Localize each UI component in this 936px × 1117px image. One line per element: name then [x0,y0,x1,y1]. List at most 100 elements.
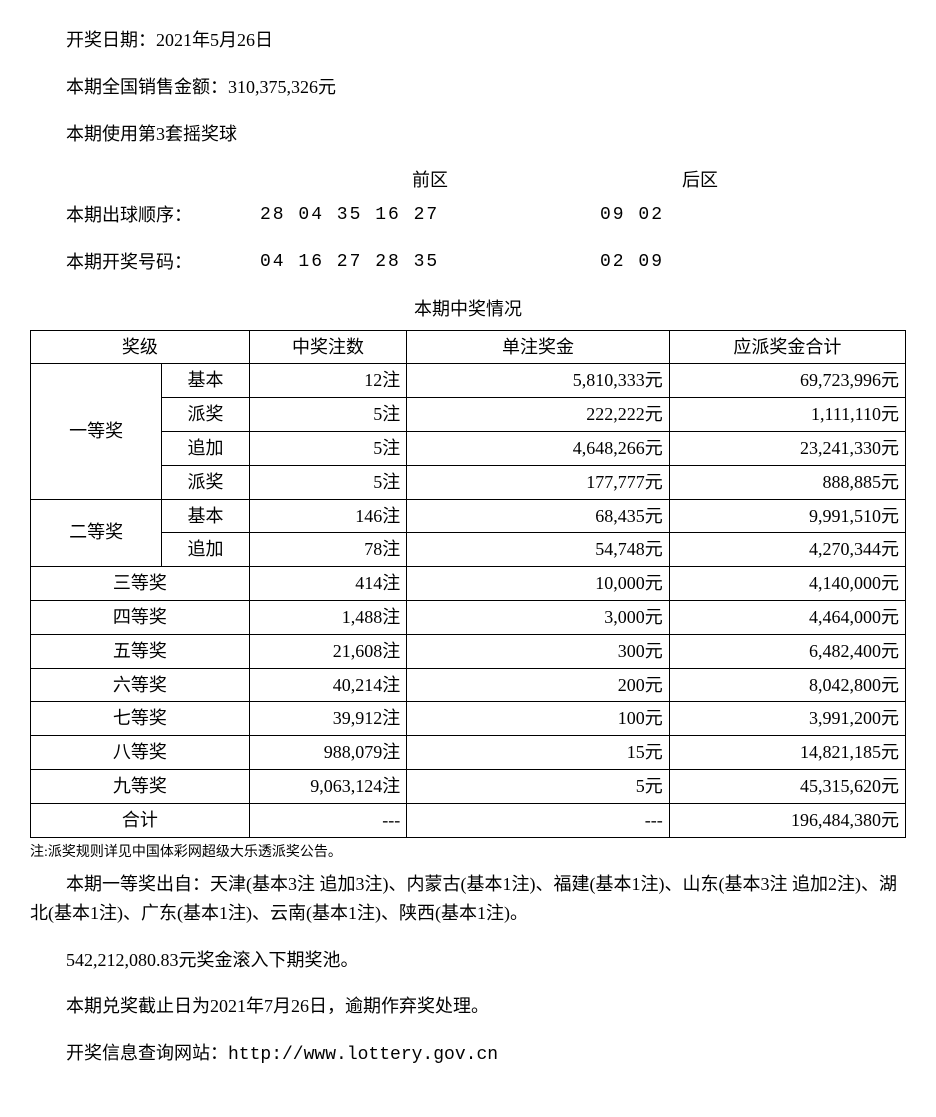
cell: 5元 [407,769,670,803]
draw-order-label: 本期出球顺序： [30,201,260,230]
table-row: 派奖 5注 222,222元 1,111,110元 [31,398,906,432]
info-site-url: http://www.lottery.gov.cn [228,1045,498,1065]
col-level: 奖级 [31,330,250,364]
winning-numbers-back: 02 09 [600,248,800,277]
cell: 54,748元 [407,533,670,567]
cell: 69,723,996元 [669,364,905,398]
cell: 300元 [407,634,670,668]
table-header-row: 奖级 中奖注数 单注奖金 应派奖金合计 [31,330,906,364]
col-per: 单注奖金 [407,330,670,364]
draw-order-front: 28 04 35 16 27 [260,201,600,230]
cell: 3,991,200元 [669,702,905,736]
cell: 39,912注 [249,702,407,736]
cell: 196,484,380元 [669,803,905,837]
table-row: 一等奖 基本 12注 5,810,333元 69,723,996元 [31,364,906,398]
cell: 3,000元 [407,600,670,634]
cell: 414注 [249,567,407,601]
cell: 15元 [407,736,670,770]
cell: 40,214注 [249,668,407,702]
table-row: 三等奖 414注 10,000元 4,140,000元 [31,567,906,601]
level-3: 三等奖 [31,567,250,601]
prize-table: 奖级 中奖注数 单注奖金 应派奖金合计 一等奖 基本 12注 5,810,333… [30,330,906,838]
cell: 68,435元 [407,499,670,533]
table-row: 追加 5注 4,648,266元 23,241,330元 [31,431,906,465]
table-row: 八等奖 988,079注 15元 14,821,185元 [31,736,906,770]
cell: 177,777元 [407,465,670,499]
winners-origin: 本期一等奖出自：天津(基本3注 追加3注)、内蒙古(基本1注)、福建(基本1注)… [30,870,906,928]
cell: 4,648,266元 [407,431,670,465]
draw-date: 开奖日期：2021年5月26日 [30,26,906,55]
cell: 888,885元 [669,465,905,499]
table-row: 四等奖 1,488注 3,000元 4,464,000元 [31,600,906,634]
cell: 6,482,400元 [669,634,905,668]
col-total: 应派奖金合计 [669,330,905,364]
table-row: 派奖 5注 177,777元 888,885元 [31,465,906,499]
table-row: 二等奖 基本 146注 68,435元 9,991,510元 [31,499,906,533]
cell: 78注 [249,533,407,567]
level-2: 二等奖 [31,499,162,567]
claim-deadline: 本期兑奖截止日为2021年7月26日，逾期作弃奖处理。 [30,992,906,1021]
cell: 1,111,110元 [669,398,905,432]
national-sales: 本期全国销售金额：310,375,326元 [30,73,906,102]
level-5: 五等奖 [31,634,250,668]
col-count: 中奖注数 [249,330,407,364]
cell: 988,079注 [249,736,407,770]
table-row: 七等奖 39,912注 100元 3,991,200元 [31,702,906,736]
cell: --- [407,803,670,837]
cell: 1,488注 [249,600,407,634]
level-6: 六等奖 [31,668,250,702]
cell: 12注 [249,364,407,398]
cell: 5注 [249,398,407,432]
ball-set: 本期使用第3套摇奖球 [30,120,906,149]
table-title: 本期中奖情况 [30,295,906,324]
level-sum: 合计 [31,803,250,837]
winning-numbers-front: 04 16 27 28 35 [260,248,600,277]
cell: 9,991,510元 [669,499,905,533]
sub-bonus: 派奖 [162,398,250,432]
cell: 8,042,800元 [669,668,905,702]
number-block: 前区 后区 本期出球顺序： 28 04 35 16 27 09 02 本期开奖号… [30,166,906,276]
cell: 100元 [407,702,670,736]
cell: --- [249,803,407,837]
front-zone-label: 前区 [260,166,600,195]
cell: 4,140,000元 [669,567,905,601]
cell: 9,063,124注 [249,769,407,803]
cell: 23,241,330元 [669,431,905,465]
cell: 4,464,000元 [669,600,905,634]
cell: 146注 [249,499,407,533]
winning-numbers-label: 本期开奖号码： [30,248,260,277]
cell: 5注 [249,431,407,465]
table-row-sum: 合计 --- --- 196,484,380元 [31,803,906,837]
level-7: 七等奖 [31,702,250,736]
info-site-label: 开奖信息查询网站： [66,1043,228,1063]
table-row: 追加 78注 54,748元 4,270,344元 [31,533,906,567]
cell: 5,810,333元 [407,364,670,398]
level-1: 一等奖 [31,364,162,499]
table-row: 六等奖 40,214注 200元 8,042,800元 [31,668,906,702]
cell: 5注 [249,465,407,499]
level-8: 八等奖 [31,736,250,770]
cell: 200元 [407,668,670,702]
bonus-rule-note: 注:派奖规则详见中国体彩网超级大乐透派奖公告。 [30,842,906,864]
cell: 10,000元 [407,567,670,601]
sub-basic: 基本 [162,499,250,533]
rollover: 542,212,080.83元奖金滚入下期奖池。 [30,946,906,975]
cell: 45,315,620元 [669,769,905,803]
sub-basic: 基本 [162,364,250,398]
sub-bonus: 派奖 [162,465,250,499]
cell: 4,270,344元 [669,533,905,567]
cell: 14,821,185元 [669,736,905,770]
level-4: 四等奖 [31,600,250,634]
cell: 21,608注 [249,634,407,668]
header-block: 开奖日期：2021年5月26日 本期全国销售金额：310,375,326元 本期… [30,26,906,148]
table-row: 五等奖 21,608注 300元 6,482,400元 [31,634,906,668]
level-9: 九等奖 [31,769,250,803]
table-row: 九等奖 9,063,124注 5元 45,315,620元 [31,769,906,803]
back-zone-label: 后区 [600,166,800,195]
sub-add: 追加 [162,431,250,465]
lottery-result-document: 开奖日期：2021年5月26日 本期全国销售金额：310,375,326元 本期… [0,0,936,1117]
sub-add: 追加 [162,533,250,567]
cell: 222,222元 [407,398,670,432]
info-site: 开奖信息查询网站：http://www.lottery.gov.cn [30,1039,906,1070]
draw-order-back: 09 02 [600,201,800,230]
